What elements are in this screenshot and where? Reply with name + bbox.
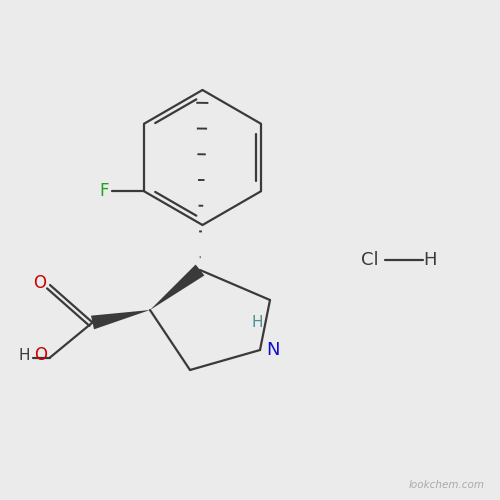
Text: H: H xyxy=(18,348,30,362)
Text: H: H xyxy=(252,315,263,330)
Text: Cl: Cl xyxy=(361,251,379,269)
Text: O: O xyxy=(34,346,48,364)
Text: N: N xyxy=(266,341,280,359)
Polygon shape xyxy=(150,264,204,310)
Text: F: F xyxy=(100,182,109,200)
Polygon shape xyxy=(91,310,150,330)
Text: lookchem.com: lookchem.com xyxy=(409,480,485,490)
Text: H: H xyxy=(423,251,437,269)
Text: O: O xyxy=(33,274,46,291)
